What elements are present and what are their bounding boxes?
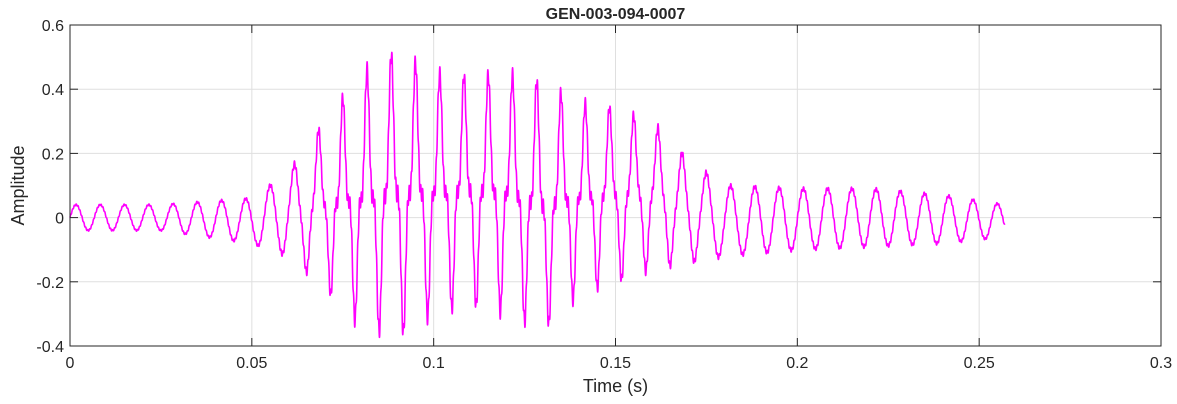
x-tick-label: 0 <box>66 355 75 372</box>
y-tick-label: -0.4 <box>36 339 64 356</box>
axis-ticks <box>69 24 1162 347</box>
y-tick-label: 0.6 <box>42 18 64 35</box>
y-tick-label: -0.2 <box>36 275 64 292</box>
x-tick-label: 0.3 <box>1150 355 1172 372</box>
waveform-series <box>69 51 1006 339</box>
x-axis-label: Time (s) <box>583 376 648 396</box>
y-tick-label: 0 <box>55 211 64 228</box>
x-tick-label: 0.1 <box>423 355 445 372</box>
x-tick-label: 0.15 <box>600 355 631 372</box>
x-tick-label: 0.05 <box>236 355 267 372</box>
y-tick-label: 0.4 <box>42 82 64 99</box>
x-tick-label: 0.2 <box>786 355 808 372</box>
waveform-line <box>69 51 1006 339</box>
x-tick-label: 0.25 <box>964 355 995 372</box>
chart-title: GEN-003-094-0007 <box>546 6 686 23</box>
y-tick-label: 0.2 <box>42 146 64 163</box>
y-axis-label: Amplitude <box>8 145 28 225</box>
tick-labels: 0 0.05 0.1 0.15 0.2 0.25 0.3 -0.4 -0.2 0 0.2 0.4 0.6 <box>36 18 1172 372</box>
